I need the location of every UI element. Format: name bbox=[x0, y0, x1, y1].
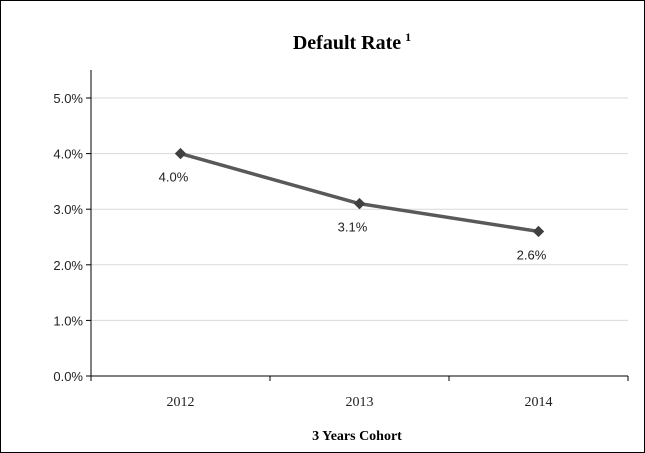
data-label: 3.1% bbox=[338, 220, 368, 235]
y-tick-label: 2.0% bbox=[53, 258, 83, 273]
y-tick-labels: 0.0% 1.0% 2.0% 3.0% 4.0% 5.0% bbox=[53, 91, 83, 384]
data-label: 4.0% bbox=[159, 170, 189, 185]
data-point-marker bbox=[353, 197, 366, 210]
x-tick-label: 2013 bbox=[346, 395, 374, 410]
x-tick-label: 2012 bbox=[167, 395, 195, 410]
gridlines bbox=[91, 97, 628, 321]
y-tick-label: 0.0% bbox=[53, 369, 83, 384]
y-tick-label: 5.0% bbox=[53, 91, 83, 106]
chart-title-text: Default Rate bbox=[293, 32, 401, 54]
y-tick-label: 1.0% bbox=[53, 313, 83, 328]
chart-title: Default Rate 1 bbox=[293, 30, 411, 54]
data-labels: 4.0% 3.1% 2.6% bbox=[159, 170, 547, 263]
series-group bbox=[174, 147, 545, 238]
y-tick-label: 4.0% bbox=[53, 147, 83, 162]
x-tick-label: 2014 bbox=[525, 395, 553, 410]
data-point-marker bbox=[174, 147, 187, 160]
x-tick-labels: 2012 2013 2014 bbox=[167, 395, 553, 410]
data-label: 2.6% bbox=[517, 247, 547, 262]
x-axis-label: 3 Years Cohort bbox=[312, 429, 402, 444]
data-point-marker bbox=[532, 225, 545, 238]
axes bbox=[86, 70, 629, 381]
y-tick-label: 3.0% bbox=[53, 202, 83, 217]
chart-title-superscript: 1 bbox=[405, 30, 411, 44]
